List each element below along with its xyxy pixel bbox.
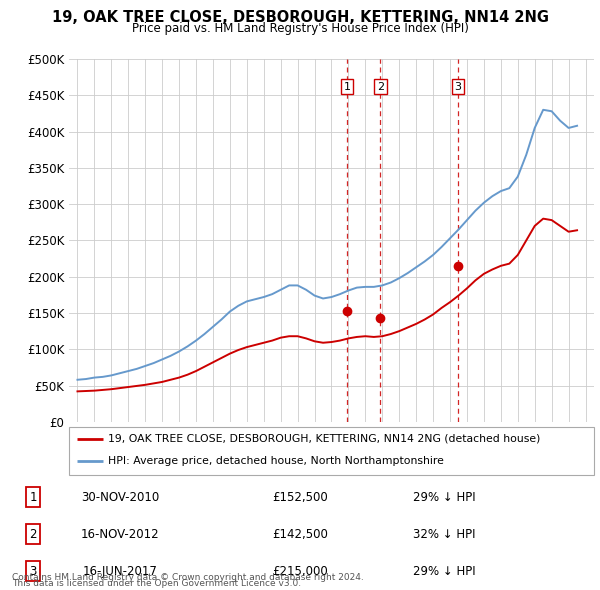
Text: 19, OAK TREE CLOSE, DESBOROUGH, KETTERING, NN14 2NG: 19, OAK TREE CLOSE, DESBOROUGH, KETTERIN…	[52, 10, 548, 25]
Text: 2: 2	[377, 81, 384, 91]
Text: 16-NOV-2012: 16-NOV-2012	[80, 527, 160, 541]
Text: Price paid vs. HM Land Registry's House Price Index (HPI): Price paid vs. HM Land Registry's House …	[131, 22, 469, 35]
Text: 29% ↓ HPI: 29% ↓ HPI	[413, 490, 475, 504]
Text: Contains HM Land Registry data © Crown copyright and database right 2024.: Contains HM Land Registry data © Crown c…	[12, 573, 364, 582]
Text: 1: 1	[344, 81, 350, 91]
Text: £152,500: £152,500	[272, 490, 328, 504]
Text: 29% ↓ HPI: 29% ↓ HPI	[413, 565, 475, 578]
Text: 30-NOV-2010: 30-NOV-2010	[81, 490, 159, 504]
Text: £142,500: £142,500	[272, 527, 328, 541]
Text: 3: 3	[454, 81, 461, 91]
Text: 32% ↓ HPI: 32% ↓ HPI	[413, 527, 475, 541]
Text: 2: 2	[29, 527, 37, 541]
Text: 1: 1	[29, 490, 37, 504]
Text: This data is licensed under the Open Government Licence v3.0.: This data is licensed under the Open Gov…	[12, 579, 301, 588]
Text: 16-JUN-2017: 16-JUN-2017	[83, 565, 157, 578]
Text: £215,000: £215,000	[272, 565, 328, 578]
Text: HPI: Average price, detached house, North Northamptonshire: HPI: Average price, detached house, Nort…	[109, 457, 444, 467]
Text: 19, OAK TREE CLOSE, DESBOROUGH, KETTERING, NN14 2NG (detached house): 19, OAK TREE CLOSE, DESBOROUGH, KETTERIN…	[109, 434, 541, 444]
Text: 3: 3	[29, 565, 37, 578]
FancyBboxPatch shape	[69, 427, 594, 475]
